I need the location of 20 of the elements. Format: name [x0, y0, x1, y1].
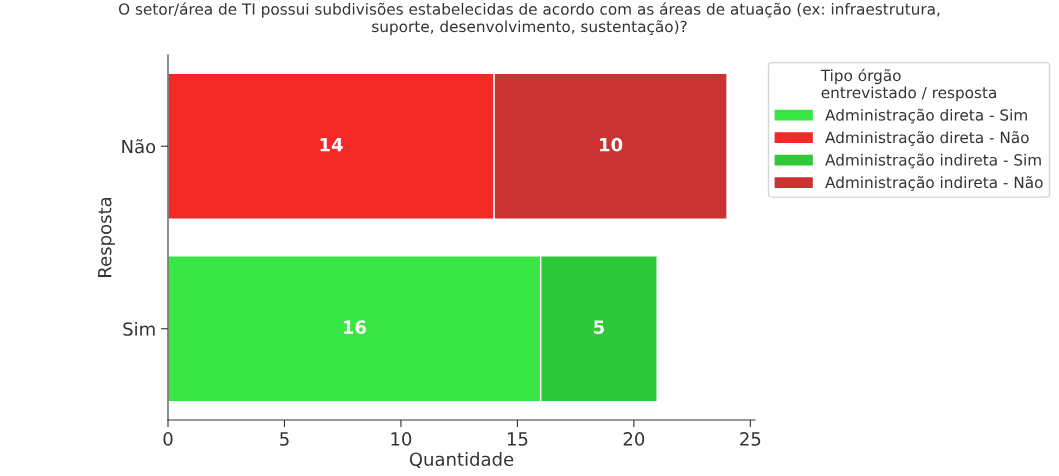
legend-label: Administração indireta - Sim	[825, 153, 1041, 169]
y-tick-label: Não	[122, 139, 156, 154]
legend-title: Tipo órgão entrevistado / resposta	[820, 68, 996, 102]
x-tick-label: 10	[391, 432, 412, 446]
x-tick-label: 25	[740, 432, 761, 446]
data-label: 5	[594, 320, 604, 334]
x-tick-label: 5	[280, 432, 289, 446]
data-label: 14	[320, 138, 343, 152]
x-axis-title: Quantidade	[409, 452, 514, 469]
data-label: 10	[600, 137, 623, 152]
legend-label: Administração direta - Não	[825, 131, 1029, 146]
legend-label: Administração direta - Sim	[825, 108, 1027, 124]
x-tick-label: 20	[623, 432, 645, 446]
data-label: 16	[343, 320, 366, 334]
chart-title: O setor/área de TI possui subdivisões estabelecidas de acordo com as áreas de atuação (ex: infraestrutura, suporte, desenvolvimento, sustentação)?	[118, 2, 940, 36]
x-tick-label: 15	[507, 432, 528, 446]
legend-label: Administração indireta - Não	[825, 176, 1043, 191]
y-axis-title: Resposta	[98, 197, 116, 277]
x-tick-label: 0	[163, 432, 173, 446]
y-tick-label: Sim	[123, 321, 155, 336]
